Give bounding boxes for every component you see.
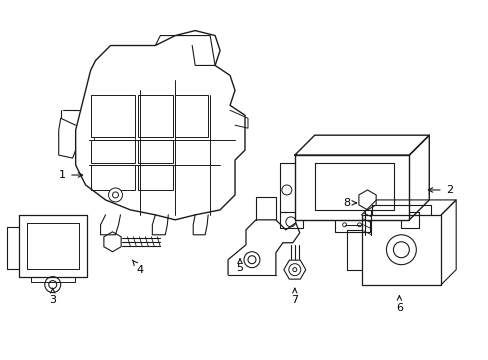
Text: 7: 7 [291, 288, 298, 305]
Bar [138, 140, 173, 163]
Bar [138, 95, 173, 137]
Text: 2: 2 [427, 185, 452, 195]
Circle shape [281, 185, 291, 195]
Text: 6: 6 [395, 296, 402, 312]
Circle shape [386, 235, 415, 265]
Text: 1: 1 [59, 170, 82, 180]
Bar [138, 165, 173, 190]
Circle shape [244, 252, 260, 268]
Circle shape [49, 280, 57, 289]
Polygon shape [103, 232, 121, 252]
Polygon shape [358, 190, 375, 210]
Polygon shape [283, 260, 305, 279]
Circle shape [292, 268, 296, 272]
Circle shape [288, 264, 300, 276]
Text: 3: 3 [49, 288, 56, 305]
Circle shape [285, 217, 295, 227]
Circle shape [108, 188, 122, 202]
Circle shape [45, 276, 61, 293]
Text: 4: 4 [132, 260, 143, 275]
Bar [93, 118, 135, 140]
Bar [175, 95, 208, 137]
Circle shape [393, 242, 408, 258]
Bar [90, 140, 135, 163]
Bar [90, 95, 135, 137]
Circle shape [112, 192, 118, 198]
Text: 8: 8 [343, 198, 356, 208]
Bar [90, 165, 135, 190]
Text: 5: 5 [236, 259, 243, 273]
Circle shape [357, 223, 361, 227]
Circle shape [247, 256, 255, 264]
Circle shape [342, 223, 346, 227]
